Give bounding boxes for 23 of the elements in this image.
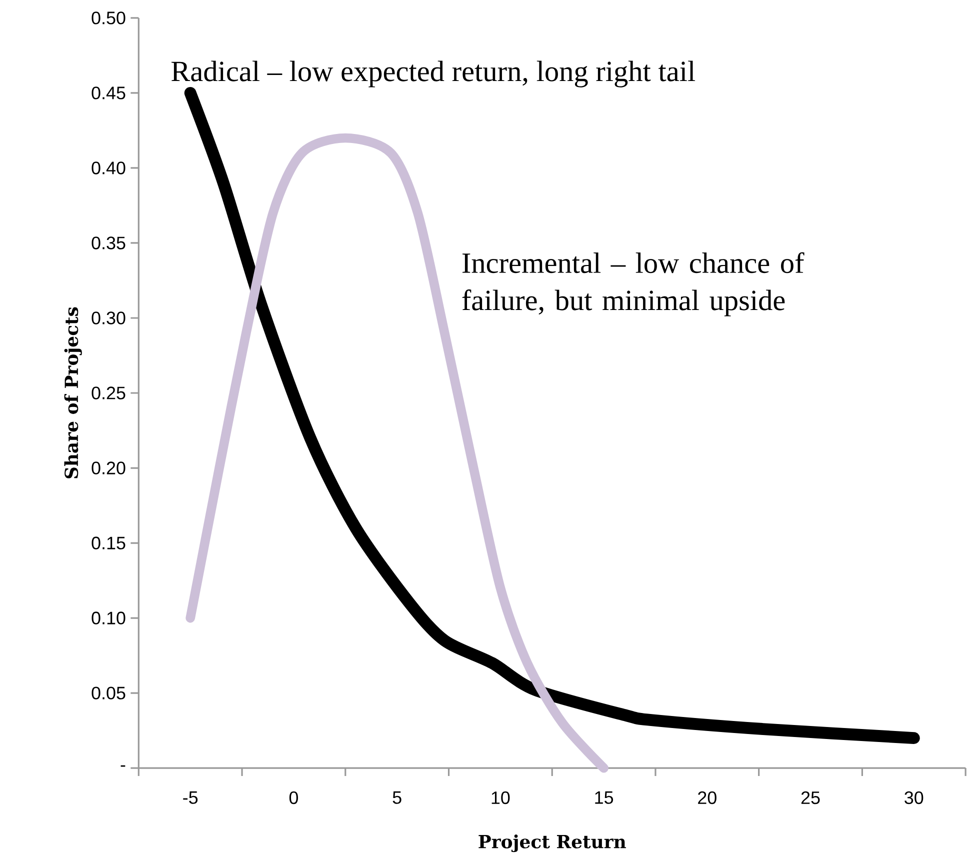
series-label: Incremental – low chance of failure, but minimal upside xyxy=(462,252,804,316)
x-axis-title: Project Return xyxy=(478,834,626,852)
x-tick-label: 25 xyxy=(801,791,820,804)
y-tick-label: 0.20 xyxy=(92,462,126,474)
y-axis-title: Share of Projects xyxy=(64,307,82,478)
x-tick-label: 30 xyxy=(904,791,924,804)
x-tick-label: 20 xyxy=(698,791,716,804)
x-tick-label: 0 xyxy=(289,791,298,804)
y-tick-label: 0.25 xyxy=(92,386,126,400)
y-tick-label: 0.05 xyxy=(92,686,126,700)
y-tick-label: 0.15 xyxy=(92,536,126,550)
y-tick-label: - xyxy=(120,765,126,767)
y-tick-label: 0.50 xyxy=(92,12,126,24)
x-tick-label: 10 xyxy=(492,791,510,804)
y-tick-label: 0.35 xyxy=(92,236,126,250)
x-tick-label: 15 xyxy=(595,791,614,804)
y-tick-label: 0.40 xyxy=(92,162,126,174)
x-tick-label: -5 xyxy=(183,791,198,804)
y-tick-label: 0.30 xyxy=(92,312,126,324)
x-tick-label: 5 xyxy=(392,791,402,804)
y-tick-label: 0.10 xyxy=(92,612,126,624)
series-label: Radical – low expected return, long right tail xyxy=(171,60,696,88)
y-tick-label: 0.45 xyxy=(92,86,126,100)
